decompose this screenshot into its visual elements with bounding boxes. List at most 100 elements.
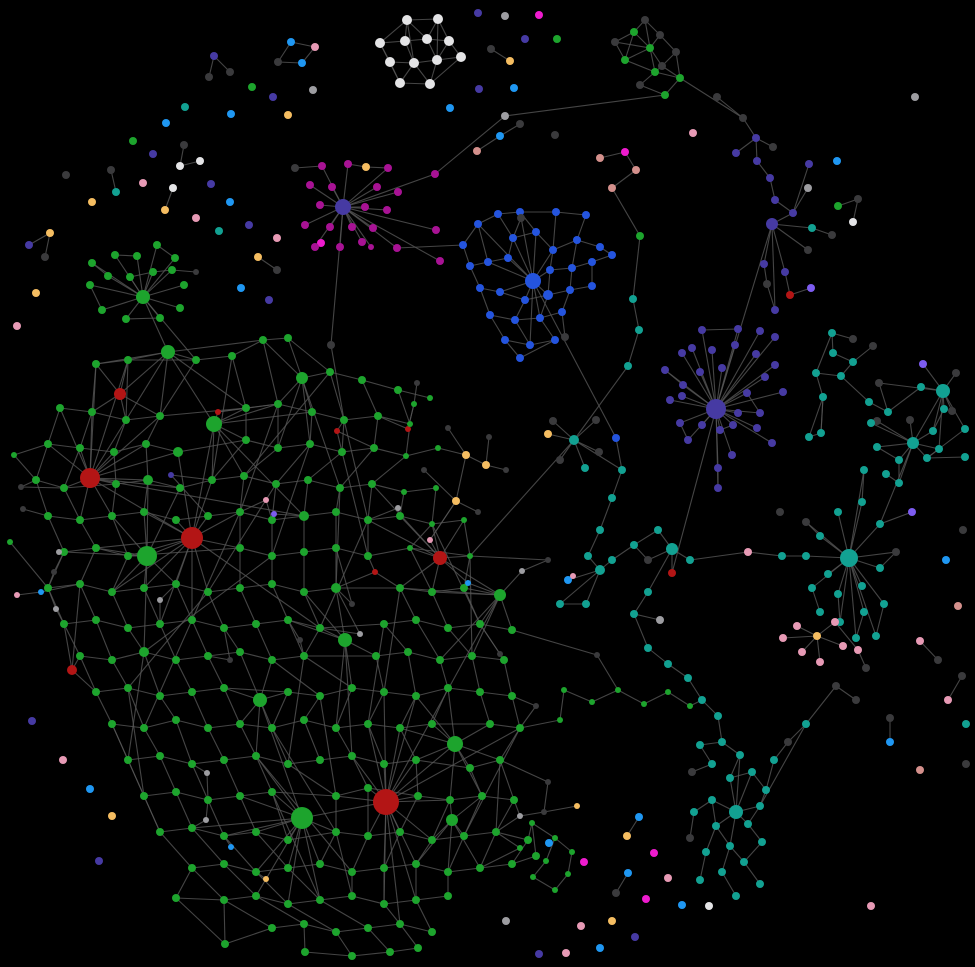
graph-node[interactable] bbox=[254, 253, 262, 261]
graph-node[interactable] bbox=[173, 447, 183, 457]
graph-node[interactable] bbox=[331, 583, 341, 593]
graph-node[interactable] bbox=[348, 684, 356, 692]
graph-node[interactable] bbox=[412, 692, 420, 700]
graph-node[interactable] bbox=[678, 392, 686, 400]
graph-node[interactable] bbox=[561, 687, 567, 693]
graph-node[interactable] bbox=[317, 239, 325, 247]
graph-node[interactable] bbox=[873, 443, 881, 451]
graph-node[interactable] bbox=[541, 809, 547, 815]
graph-node[interactable] bbox=[14, 592, 20, 598]
graph-node[interactable] bbox=[501, 336, 509, 344]
graph-node[interactable] bbox=[849, 335, 857, 343]
graph-node[interactable] bbox=[545, 839, 553, 847]
graph-node[interactable] bbox=[829, 349, 837, 357]
graph-node[interactable] bbox=[156, 828, 164, 836]
graph-node[interactable] bbox=[466, 262, 474, 270]
graph-node[interactable] bbox=[596, 944, 604, 952]
graph-node[interactable] bbox=[849, 218, 857, 226]
graph-node[interactable] bbox=[362, 163, 370, 171]
graph-node[interactable] bbox=[644, 556, 652, 564]
graph-node[interactable] bbox=[684, 674, 692, 682]
graph-node[interactable] bbox=[137, 546, 157, 566]
graph-node[interactable] bbox=[516, 120, 524, 128]
graph-node[interactable] bbox=[708, 346, 716, 354]
graph-node[interactable] bbox=[460, 584, 468, 592]
graph-node[interactable] bbox=[615, 687, 621, 693]
graph-node[interactable] bbox=[543, 290, 553, 300]
graph-node[interactable] bbox=[110, 448, 118, 456]
graph-node[interactable] bbox=[444, 892, 452, 900]
graph-node[interactable] bbox=[552, 835, 558, 841]
graph-node[interactable] bbox=[566, 286, 574, 294]
graph-node[interactable] bbox=[561, 333, 569, 341]
graph-node[interactable] bbox=[447, 736, 463, 752]
graph-node[interactable] bbox=[840, 549, 858, 567]
graph-node[interactable] bbox=[556, 600, 564, 608]
graph-node[interactable] bbox=[504, 254, 512, 262]
graph-node[interactable] bbox=[771, 361, 779, 369]
graph-node[interactable] bbox=[552, 887, 558, 893]
graph-node[interactable] bbox=[236, 792, 244, 800]
graph-node[interactable] bbox=[849, 358, 857, 366]
graph-node[interactable] bbox=[156, 692, 164, 700]
graph-node[interactable] bbox=[316, 692, 324, 700]
graph-node[interactable] bbox=[263, 876, 269, 882]
graph-node[interactable] bbox=[299, 511, 309, 521]
graph-node[interactable] bbox=[686, 556, 694, 564]
graph-node[interactable] bbox=[629, 295, 637, 303]
graph-node[interactable] bbox=[824, 570, 832, 578]
graph-node[interactable] bbox=[364, 552, 372, 560]
graph-node[interactable] bbox=[802, 720, 810, 728]
graph-node[interactable] bbox=[188, 688, 196, 696]
graph-node[interactable] bbox=[589, 699, 595, 705]
graph-node[interactable] bbox=[596, 154, 604, 162]
graph-node[interactable] bbox=[300, 548, 308, 556]
graph-node[interactable] bbox=[427, 395, 433, 401]
graph-node[interactable] bbox=[444, 868, 452, 876]
graph-node[interactable] bbox=[361, 203, 369, 211]
graph-node[interactable] bbox=[188, 616, 196, 624]
graph-node[interactable] bbox=[884, 408, 892, 416]
graph-node[interactable] bbox=[459, 241, 467, 249]
graph-node[interactable] bbox=[752, 350, 760, 358]
graph-node[interactable] bbox=[766, 218, 778, 230]
graph-node[interactable] bbox=[908, 508, 916, 516]
graph-node[interactable] bbox=[770, 756, 778, 764]
graph-node[interactable] bbox=[761, 373, 769, 381]
graph-node[interactable] bbox=[641, 16, 649, 24]
graph-node[interactable] bbox=[402, 15, 412, 25]
graph-node[interactable] bbox=[124, 624, 132, 632]
graph-node[interactable] bbox=[95, 857, 103, 865]
graph-node[interactable] bbox=[577, 922, 585, 930]
graph-node[interactable] bbox=[176, 162, 184, 170]
graph-node[interactable] bbox=[635, 813, 643, 821]
graph-node[interactable] bbox=[621, 56, 629, 64]
graph-node[interactable] bbox=[503, 467, 509, 473]
graph-node[interactable] bbox=[516, 354, 524, 362]
graph-node[interactable] bbox=[636, 232, 644, 240]
graph-node[interactable] bbox=[332, 508, 340, 516]
graph-node[interactable] bbox=[220, 896, 228, 904]
graph-node[interactable] bbox=[129, 137, 137, 145]
graph-node[interactable] bbox=[153, 241, 161, 249]
graph-node[interactable] bbox=[404, 648, 412, 656]
graph-node[interactable] bbox=[688, 344, 696, 352]
graph-node[interactable] bbox=[708, 760, 716, 768]
graph-node[interactable] bbox=[221, 940, 229, 948]
graph-node[interactable] bbox=[236, 720, 244, 728]
graph-node[interactable] bbox=[854, 646, 862, 654]
graph-node[interactable] bbox=[858, 498, 866, 506]
graph-node[interactable] bbox=[732, 892, 740, 900]
graph-node[interactable] bbox=[60, 548, 68, 556]
graph-node[interactable] bbox=[112, 188, 120, 196]
graph-node[interactable] bbox=[668, 569, 676, 577]
graph-node[interactable] bbox=[414, 944, 422, 952]
graph-node[interactable] bbox=[789, 209, 797, 217]
graph-node[interactable] bbox=[338, 448, 346, 456]
graph-node[interactable] bbox=[734, 325, 742, 333]
graph-node[interactable] bbox=[651, 68, 659, 76]
graph-node[interactable] bbox=[394, 386, 402, 394]
graph-node[interactable] bbox=[327, 341, 335, 349]
graph-node[interactable] bbox=[497, 651, 503, 657]
graph-node[interactable] bbox=[62, 171, 70, 179]
